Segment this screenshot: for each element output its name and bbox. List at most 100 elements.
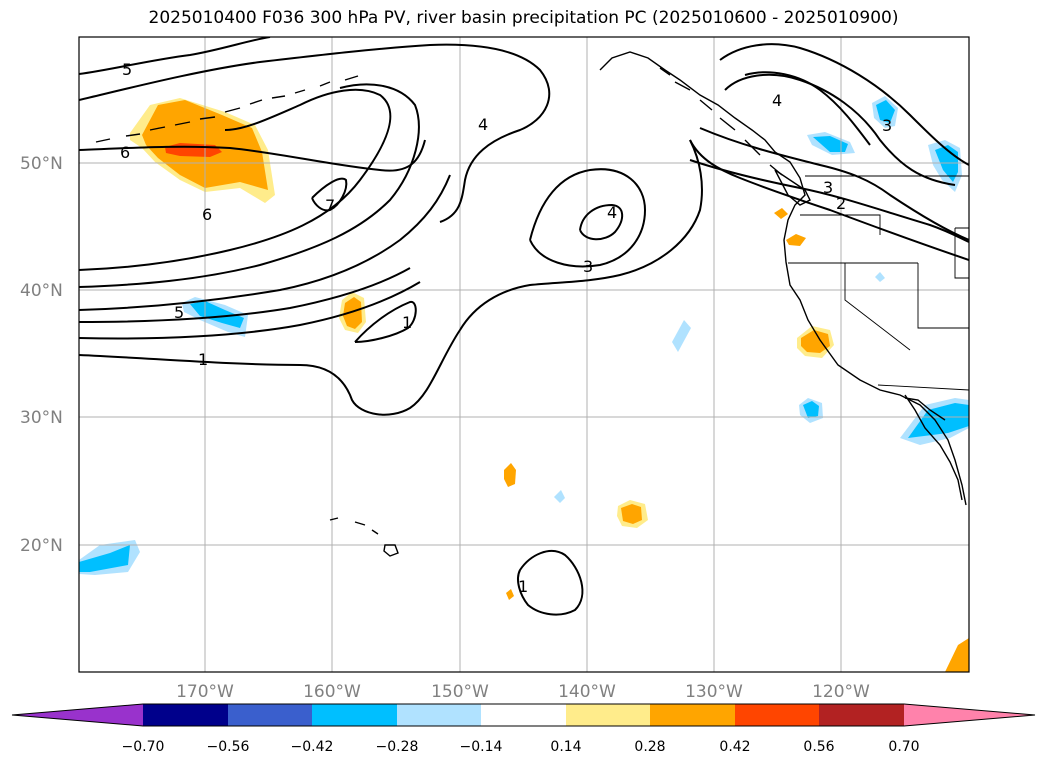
pv-contour-inner-1	[79, 88, 392, 271]
pv-contour-inner-3	[79, 174, 451, 311]
precip-negative-shading	[79, 96, 969, 575]
precip-area-oregon	[786, 234, 806, 246]
precip-area-california-core	[801, 330, 830, 353]
lon-label: 170°W	[176, 682, 234, 702]
colorbar-tick-label: 0.70	[888, 739, 919, 755]
contour-label: 1	[198, 350, 208, 369]
contour-label: 2	[836, 194, 846, 213]
colorbar-outline	[11, 703, 1036, 727]
precip-area-146w	[504, 463, 516, 487]
colorbar-extend-low	[12, 704, 143, 726]
pv-contour-4-east	[724, 73, 956, 186]
pv-contour-7-small	[311, 177, 348, 212]
contour-label: 3	[583, 257, 593, 276]
aleutian-chain	[95, 75, 359, 143]
longitude-labels: 170°W 160°W 150°W 140°W 130°W 120°W	[176, 682, 870, 702]
contour-label: 1	[402, 313, 412, 332]
contour-label: 3	[882, 116, 892, 135]
gulf-of-california	[904, 397, 946, 421]
colorbar-tick-label: 0.56	[803, 739, 834, 755]
colorbar-segment	[650, 704, 735, 726]
lat-label: 50°N	[20, 154, 63, 174]
alaska-coast	[599, 51, 967, 506]
idaho-border	[954, 227, 969, 279]
colorbar-ticks: −0.70 −0.56 −0.42 −0.28 −0.14 0.14 0.28 …	[122, 739, 920, 755]
precip-area-136w-core	[621, 504, 642, 524]
baja-peninsula	[904, 394, 963, 501]
pv-contour-1	[79, 139, 703, 416]
contour-label: 1	[518, 577, 528, 596]
lat-label: 20°N	[20, 536, 63, 556]
colorbar-tick-label: −0.70	[122, 739, 165, 755]
colorbar-segment	[312, 704, 397, 726]
pv-contour-4-coastal	[744, 71, 871, 146]
precip-neg-area-nevada-core	[908, 403, 969, 438]
colorbar-segment	[481, 704, 566, 726]
political-borders	[788, 175, 969, 391]
colorbar-tick-label: 0.42	[719, 739, 750, 755]
precip-neg-area-alberta-core	[876, 100, 895, 123]
precip-neg-area-bc-core	[813, 136, 848, 152]
pv-contour-inner-4	[79, 267, 411, 323]
precip-area-146w-small	[506, 589, 514, 600]
colorbar-extend-high	[904, 704, 1035, 726]
colorbar-tick-label: −0.42	[291, 739, 334, 755]
precip-area-158w-core	[343, 297, 362, 329]
colorbar-segment	[819, 704, 904, 726]
coastlines	[95, 51, 967, 557]
map-frame	[78, 36, 970, 673]
plot-title: 2025010400 F036 300 hPa PV, river basin …	[148, 8, 899, 28]
graticule	[79, 37, 969, 672]
pv-contour-inner-5	[79, 281, 421, 340]
pv-contour-2-west	[689, 139, 969, 261]
pv-contour-7	[79, 139, 426, 172]
contour-label: 3	[823, 178, 833, 197]
colorbar-segment	[228, 704, 312, 726]
island-archipelago-bc	[659, 67, 783, 176]
colorbar-tick-label: 0.14	[550, 739, 581, 755]
lon-label: 160°W	[303, 682, 361, 702]
lon-label: 150°W	[431, 682, 489, 702]
lon-label: 120°W	[812, 682, 870, 702]
colorbar-tick-label: 0.28	[634, 739, 665, 755]
colorbar-segments	[11, 703, 1036, 727]
lon-label: 130°W	[685, 682, 743, 702]
pv-contour-3-ring	[529, 168, 647, 268]
contour-label: 4	[772, 91, 782, 110]
map-area: 5 4 6 6 7 4 3 3 2 4 5 1 1 3 1	[79, 37, 969, 672]
precip-neg-area-142w	[554, 490, 565, 503]
mexico-border	[877, 384, 969, 391]
contour-label: 7	[325, 196, 335, 215]
colorbar-tick-label: −0.14	[460, 739, 503, 755]
precip-neg-area-134w	[672, 320, 691, 352]
pv-contour-1-south	[517, 550, 584, 616]
precip-area-oregon-coast	[774, 208, 788, 219]
pv-contours	[79, 37, 969, 616]
pv-contour-6-west	[79, 43, 551, 223]
colorbar-segment	[566, 704, 650, 726]
precip-positive-shading	[130, 98, 969, 672]
colorbar-tick-label: −0.56	[207, 739, 250, 755]
pv-contour-inner-2	[79, 83, 420, 288]
precip-area-southeast-corner	[945, 638, 969, 672]
nevada-border	[917, 263, 969, 329]
pv-contour-4-ring	[579, 203, 624, 241]
pv-contour-5-north	[79, 37, 271, 75]
colorbar-tick-label: −0.28	[376, 739, 419, 755]
colorbar: −0.70 −0.56 −0.42 −0.28 −0.14 0.14 0.28 …	[11, 703, 1036, 755]
colorbar-segment	[397, 704, 481, 726]
contour-label: 6	[202, 205, 212, 224]
pv-contour-1-small	[354, 300, 417, 343]
california-nevada-diagonal	[844, 263, 911, 351]
lon-label: 140°W	[558, 682, 616, 702]
contour-label: 5	[122, 60, 132, 79]
hawaii-islands	[329, 517, 399, 557]
pv-contour-3-east-2	[699, 127, 969, 241]
contour-label: 4	[607, 203, 617, 222]
contour-label: 4	[478, 115, 488, 134]
lat-label: 30°N	[20, 408, 63, 428]
precip-neg-area-small	[875, 272, 885, 282]
pv-contour-3-east	[689, 159, 969, 243]
latitude-labels: 50°N 40°N 30°N 20°N	[20, 154, 63, 556]
